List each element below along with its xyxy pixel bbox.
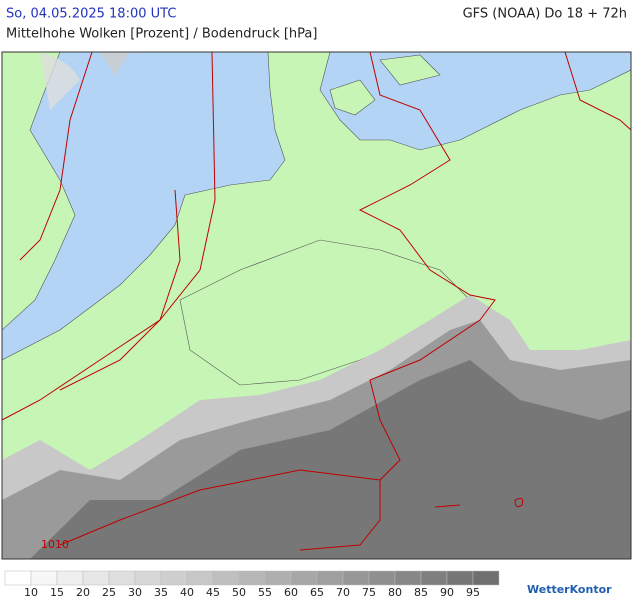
legend-tick-label: 85: [414, 586, 428, 599]
legend-swatch: [134, 570, 162, 586]
legend-swatch: [160, 570, 188, 586]
legend-swatch: [394, 570, 422, 586]
legend-swatch: [368, 570, 396, 586]
legend-tick-label: 10: [24, 586, 38, 599]
legend-swatch: [30, 570, 58, 586]
legend-swatch: [342, 570, 370, 586]
legend-tick-label: 20: [76, 586, 90, 599]
legend-swatch: [108, 570, 136, 586]
legend-swatch: [238, 570, 266, 586]
legend-tick-label: 25: [102, 586, 116, 599]
legend-tick-label: 80: [388, 586, 402, 599]
date-label: So, 04.05.2025 18:00 UTC: [6, 7, 176, 22]
legend-tick-label: 70: [336, 586, 350, 599]
legend-tick-label: 30: [128, 586, 142, 599]
legend-tick-label: 50: [232, 586, 246, 599]
legend-tick-label: 90: [440, 586, 454, 599]
subtitle: Mittelhohe Wolken [Prozent] / Bodendruck…: [6, 27, 317, 42]
legend-swatch: [472, 570, 500, 586]
logo: WetterKontor: [527, 583, 612, 596]
legend-swatch: [56, 570, 84, 586]
legend-swatch: [82, 570, 110, 586]
legend-tick-label: 65: [310, 586, 324, 599]
legend-swatch: [264, 570, 292, 586]
legend-tick-label: 95: [466, 586, 480, 599]
legend-swatch: [420, 570, 448, 586]
legend-tick-label: 60: [284, 586, 298, 599]
legend-swatch: [446, 570, 474, 586]
legend-tick-label: 35: [154, 586, 168, 599]
legend-tick-label: 45: [206, 586, 220, 599]
legend-swatch: [186, 570, 214, 586]
legend-swatch: [4, 570, 32, 586]
map: 1010: [1, 51, 632, 560]
legend-tick-label: 75: [362, 586, 376, 599]
legend-swatch: [316, 570, 344, 586]
legend-swatch: [212, 570, 240, 586]
isobar-label: 1010: [41, 538, 69, 551]
legend-tick-label: 40: [180, 586, 194, 599]
legend: 10 15 20 25 30 35 40 45 50 55 60 65 70 75 80 85 90 95: [4, 570, 500, 599]
legend-tick-label: 55: [258, 586, 272, 599]
legend-swatch: [290, 570, 318, 586]
legend-tick-label: 15: [50, 586, 64, 599]
model-label: GFS (NOAA) Do 18 + 72h: [463, 7, 627, 22]
